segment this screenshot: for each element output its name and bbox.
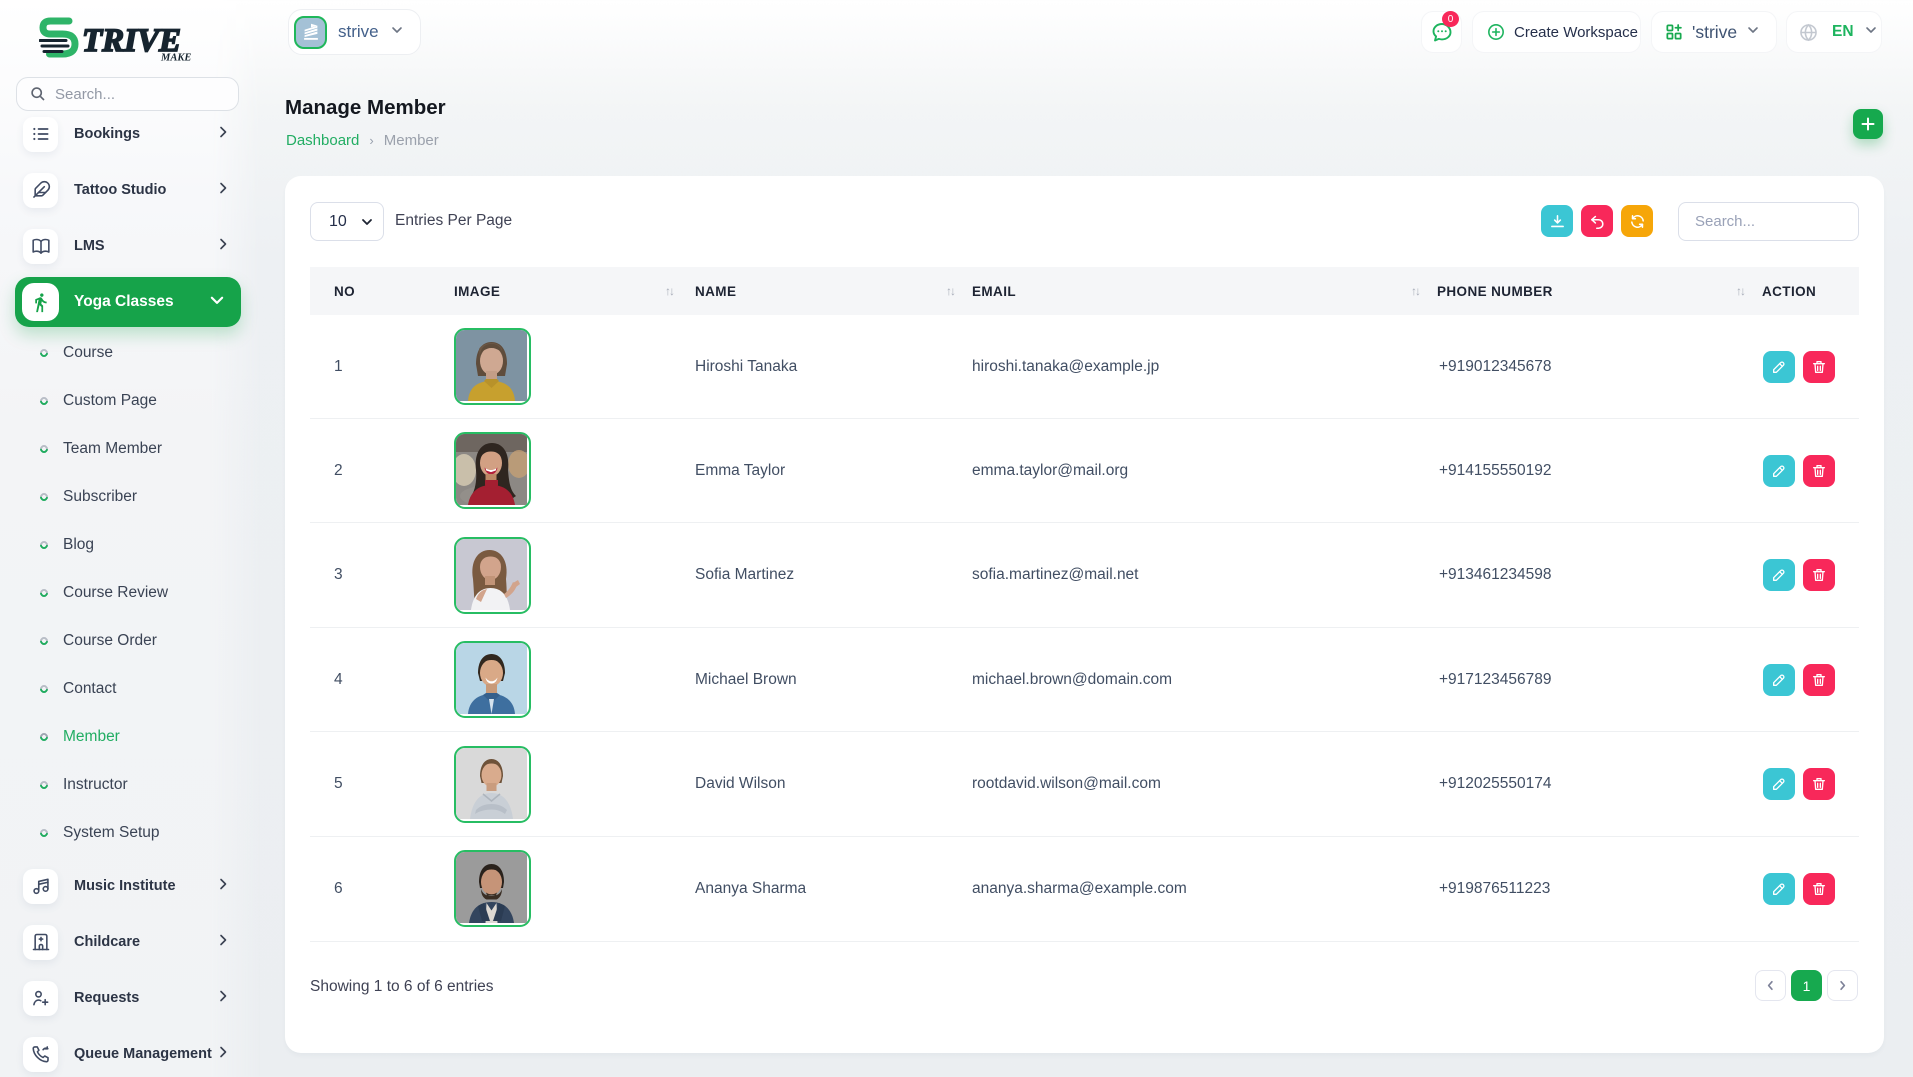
svg-text:TRIVE: TRIVE (82, 23, 181, 59)
svg-text:MAKE: MAKE (160, 53, 191, 63)
